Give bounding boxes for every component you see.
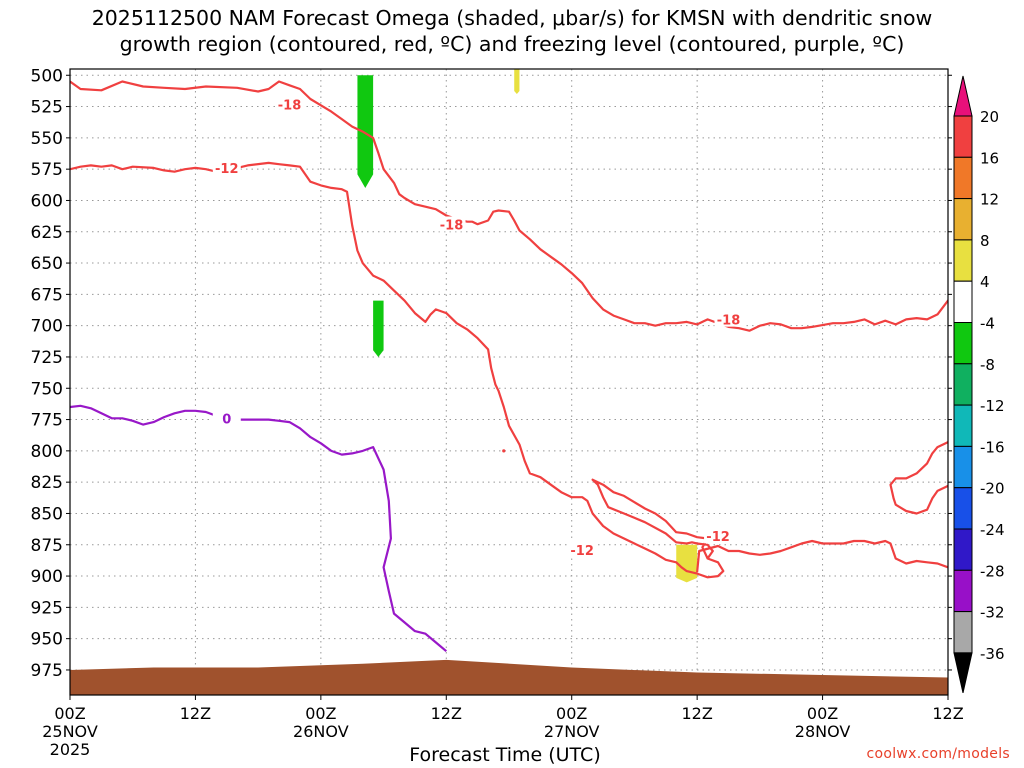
colorbar-segment bbox=[953, 280, 973, 324]
colorbar-segment bbox=[953, 115, 973, 158]
contour-line bbox=[70, 404, 448, 653]
y-tick-label: 750 bbox=[31, 379, 63, 399]
x-tick-date: 25NOV bbox=[42, 722, 98, 741]
y-tick-label: 950 bbox=[31, 630, 63, 650]
colorbar-segment bbox=[953, 198, 973, 241]
contour-label: -18 bbox=[278, 98, 302, 113]
y-tick-label: 800 bbox=[31, 442, 63, 462]
contour-label-bg bbox=[704, 528, 733, 544]
colorbar-label: 8 bbox=[980, 232, 990, 250]
colorbar-label: 20 bbox=[980, 108, 999, 126]
colorbar-segment bbox=[953, 322, 973, 365]
colorbar-segment bbox=[953, 404, 973, 447]
colorbar-segment bbox=[953, 239, 973, 282]
y-tick-label: 600 bbox=[31, 191, 63, 211]
contour-label: -12 bbox=[570, 544, 594, 559]
colorbar-top-arrow bbox=[953, 75, 973, 117]
x-tick-label: 12Z bbox=[431, 704, 462, 723]
x-tick-label: 00Z bbox=[556, 704, 587, 723]
y-tick-label: 850 bbox=[31, 504, 63, 524]
contour-label-bg bbox=[212, 160, 241, 176]
contour-line bbox=[696, 539, 948, 573]
chart-title-line2: growth region (contoured, red, ºC) and f… bbox=[119, 32, 905, 56]
y-tick-label: 975 bbox=[31, 661, 63, 681]
colorbar-label: -4 bbox=[980, 315, 995, 333]
contour-line bbox=[889, 440, 948, 515]
plot-frame bbox=[69, 68, 949, 696]
colorbar-bottom-arrow bbox=[953, 652, 973, 694]
y-tick-label: 650 bbox=[31, 254, 63, 274]
x-tick-label: 12Z bbox=[932, 704, 963, 723]
colorbar-segment bbox=[953, 363, 973, 406]
contour-label-bg bbox=[437, 216, 466, 232]
contour-label: 0 bbox=[222, 413, 231, 428]
omega-shade-region bbox=[357, 75, 374, 188]
x-axis-label: Forecast Time (UTC) bbox=[409, 744, 601, 766]
contour-label-bg bbox=[212, 410, 241, 426]
chart-title-line1: 2025112500 NAM Forecast Omega (shaded, μ… bbox=[91, 6, 933, 30]
colorbar-segment bbox=[953, 156, 973, 200]
colorbar-label: -36 bbox=[980, 645, 1005, 663]
colorbar-label: -24 bbox=[980, 521, 1005, 539]
contour-label-bg bbox=[568, 542, 597, 558]
y-tick-label: 875 bbox=[31, 536, 63, 556]
colorbar-segment bbox=[953, 528, 973, 571]
colorbar-label: -20 bbox=[980, 480, 1005, 498]
y-tick-label: 825 bbox=[31, 473, 63, 493]
contour-label: -18 bbox=[440, 219, 464, 234]
omega-shade-region bbox=[676, 544, 698, 583]
y-tick-label: 900 bbox=[31, 567, 63, 587]
y-tick-label: 625 bbox=[31, 223, 63, 243]
y-tick-label: 525 bbox=[31, 98, 63, 118]
contour-label-bg bbox=[275, 96, 304, 112]
y-tick-label: 575 bbox=[31, 160, 63, 180]
colorbar-label: 12 bbox=[980, 191, 999, 209]
colorbar-label: -32 bbox=[980, 604, 1005, 622]
y-tick-label: 725 bbox=[31, 348, 63, 368]
colorbar-label: 16 bbox=[980, 149, 999, 167]
colorbar-label: -12 bbox=[980, 397, 1005, 415]
contour-label: -12 bbox=[215, 162, 239, 177]
contour-line bbox=[70, 80, 948, 332]
colorbar-segment bbox=[953, 445, 973, 489]
y-tick-label: 550 bbox=[31, 129, 63, 149]
colorbar-label: -16 bbox=[980, 438, 1005, 456]
x-tick-label: 12Z bbox=[681, 704, 712, 723]
x-tick-label: 12Z bbox=[180, 704, 211, 723]
x-tick-year: 2025 bbox=[50, 740, 91, 759]
x-tick-label: 00Z bbox=[807, 704, 838, 723]
colorbar-label: -8 bbox=[980, 356, 995, 374]
y-tick-label: 775 bbox=[31, 411, 63, 431]
y-tick-label: 700 bbox=[31, 317, 63, 337]
colorbar-segment bbox=[953, 487, 973, 530]
colorbar-label: -28 bbox=[980, 562, 1005, 580]
colorbar-segment bbox=[953, 611, 973, 654]
colorbar-segment bbox=[953, 569, 973, 613]
x-tick-date: 27NOV bbox=[544, 722, 600, 741]
y-tick-label: 925 bbox=[31, 598, 63, 618]
x-tick-label: 00Z bbox=[305, 704, 336, 723]
contour-label-bg bbox=[714, 311, 743, 327]
contour-dot bbox=[502, 449, 506, 453]
contour-line bbox=[70, 161, 725, 579]
credit-text: coolwx.com/models bbox=[866, 746, 1010, 762]
omega-shade-region bbox=[373, 300, 384, 357]
terrain-fill bbox=[70, 659, 948, 695]
colorbar-label: 4 bbox=[980, 273, 990, 291]
x-tick-date: 28NOV bbox=[795, 722, 851, 741]
omega-shade-region bbox=[514, 69, 520, 95]
contour-label: -12 bbox=[706, 530, 730, 545]
contour-label: -18 bbox=[717, 314, 741, 329]
y-tick-label: 675 bbox=[31, 285, 63, 305]
y-tick-label: 500 bbox=[31, 66, 63, 86]
x-tick-label: 00Z bbox=[54, 704, 85, 723]
x-tick-date: 26NOV bbox=[293, 722, 349, 741]
